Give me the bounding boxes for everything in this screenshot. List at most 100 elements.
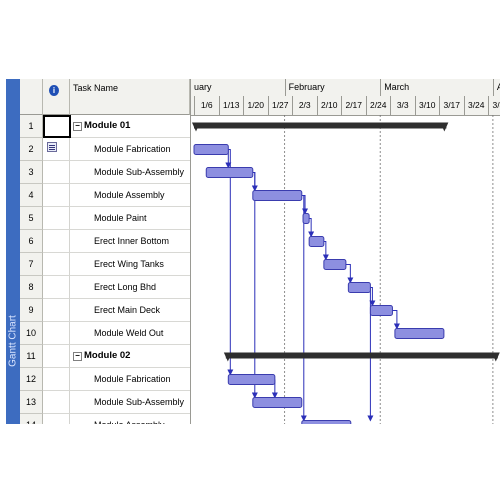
row-id[interactable]: 13	[20, 391, 43, 414]
indicator-cell[interactable]	[43, 161, 70, 184]
task-name[interactable]: Module Fabrication	[70, 138, 190, 161]
indicator-cell[interactable]	[43, 184, 70, 207]
indicator-cell[interactable]	[43, 391, 70, 414]
indicator-cell[interactable]	[43, 322, 70, 345]
summary-bar[interactable]	[194, 122, 447, 129]
indicator-cell[interactable]	[43, 414, 70, 424]
collapse-icon[interactable]: −	[73, 122, 82, 131]
summary-bar-start-cap[interactable]	[223, 352, 232, 362]
dependency-link	[369, 287, 376, 307]
task-name[interactable]: Module Assembly	[70, 414, 190, 424]
table-row[interactable]: 11 − Module 02	[20, 345, 190, 368]
table-row[interactable]: 3 Module Sub-Assembly	[20, 161, 190, 184]
task-bar[interactable]	[369, 305, 393, 316]
collapse-icon[interactable]: −	[73, 352, 82, 361]
gantt-chart-area[interactable]	[191, 79, 500, 424]
table-row[interactable]: 2 Module Fabrication	[20, 138, 190, 161]
dependency-link	[300, 195, 307, 422]
task-name[interactable]: Module Fabrication	[70, 368, 190, 391]
row-id[interactable]: 9	[20, 299, 43, 322]
indicator-cell[interactable]	[43, 276, 70, 299]
row-id[interactable]: 10	[20, 322, 43, 345]
task-name-text: Module 01	[84, 120, 131, 131]
task-bar[interactable]	[193, 144, 229, 155]
indicator-cell[interactable]	[43, 230, 70, 253]
selected-cell[interactable]	[43, 115, 71, 138]
indicator-cell[interactable]	[43, 299, 70, 322]
task-name-column-header[interactable]: Task Name	[70, 79, 190, 115]
summary-bar-end-cap[interactable]	[491, 352, 500, 362]
dependency-link	[227, 149, 234, 376]
task-name[interactable]: Module Paint	[70, 207, 190, 230]
task-sheet: i Task Name 1− Module 01 2 Module Fabricati…	[20, 79, 190, 424]
task-bar[interactable]	[323, 259, 347, 270]
select-all-corner[interactable]	[20, 79, 43, 115]
table-row[interactable]: 4 Module Assembly	[20, 184, 190, 207]
dependency-link	[392, 310, 400, 330]
task-name[interactable]: Module Sub-Assembly	[70, 391, 190, 414]
indicator-cell[interactable]	[43, 207, 70, 230]
dependency-link	[308, 218, 315, 238]
table-row[interactable]: 1 − Module 01	[20, 115, 190, 138]
task-bar[interactable]	[347, 282, 371, 293]
task-note-icon[interactable]	[47, 142, 57, 152]
indicator-cell[interactable]	[43, 345, 70, 368]
task-name-text: Erect Main Deck	[94, 305, 161, 315]
row-id[interactable]: 14	[20, 414, 43, 424]
row-id[interactable]: 2	[20, 138, 43, 161]
row-id[interactable]: 7	[20, 253, 43, 276]
timescale-week: 3/31	[488, 96, 500, 115]
row-id[interactable]: 6	[20, 230, 43, 253]
indicators-column-header[interactable]: i	[43, 79, 70, 115]
indicator-cell[interactable]	[43, 253, 70, 276]
task-bar[interactable]	[252, 190, 303, 201]
task-name[interactable]: Module Weld Out	[70, 322, 190, 345]
indicator-cell[interactable]	[43, 138, 70, 161]
task-name[interactable]: Erect Main Deck	[70, 299, 190, 322]
task-bar[interactable]	[227, 374, 276, 385]
task-name-text: Module 02	[84, 350, 131, 361]
task-name-text: Module Assembly	[94, 190, 165, 200]
table-row[interactable]: 14 Module Assembly	[20, 414, 190, 424]
task-bar[interactable]	[205, 167, 254, 178]
table-row[interactable]: 8 Erect Long Bhd	[20, 276, 190, 299]
timescale-week: 2/3	[292, 96, 317, 115]
task-name-text: Erect Inner Bottom	[94, 236, 170, 246]
task-name[interactable]: Erect Long Bhd	[70, 276, 190, 299]
summary-task-name[interactable]: − Module 01	[70, 115, 190, 138]
row-id[interactable]: 12	[20, 368, 43, 391]
row-id[interactable]: 4	[20, 184, 43, 207]
table-row[interactable]: 12 Module Fabrication	[20, 368, 190, 391]
summary-bar-start-cap[interactable]	[192, 122, 200, 132]
task-name[interactable]: Module Sub-Assembly	[70, 161, 190, 184]
table-row[interactable]: 7 Erect Wing Tanks	[20, 253, 190, 276]
table-row[interactable]: 13 Module Sub-Assembly	[20, 391, 190, 414]
summary-bar[interactable]	[225, 352, 498, 359]
gantt-chart[interactable]: uaryFebruaryMarchAp 1/61/131/201/272/32/…	[190, 79, 500, 424]
task-bar[interactable]	[301, 420, 352, 425]
task-bar[interactable]	[394, 328, 445, 339]
view-bar[interactable]: Gantt Chart	[6, 79, 20, 424]
timescale-month: uary	[194, 82, 212, 92]
row-id[interactable]: 11	[20, 345, 43, 368]
row-id[interactable]: 8	[20, 276, 43, 299]
task-name[interactable]: Erect Inner Bottom	[70, 230, 190, 253]
indicator-cell[interactable]	[43, 368, 70, 391]
table-row[interactable]: 5 Module Paint	[20, 207, 190, 230]
row-id[interactable]: 1	[20, 115, 43, 138]
task-bar[interactable]	[302, 213, 310, 224]
task-name[interactable]: Module Assembly	[70, 184, 190, 207]
task-bar[interactable]	[252, 397, 303, 408]
row-id[interactable]: 5	[20, 207, 43, 230]
row-id[interactable]: 3	[20, 161, 43, 184]
task-name[interactable]: Erect Wing Tanks	[70, 253, 190, 276]
view-bar-label: Gantt Chart	[7, 315, 19, 367]
table-row[interactable]: 6 Erect Inner Bottom	[20, 230, 190, 253]
table-row[interactable]: 10 Module Weld Out	[20, 322, 190, 345]
task-name-text: Module Paint	[94, 213, 147, 223]
task-bar[interactable]	[308, 236, 325, 247]
task-name-text: Erect Long Bhd	[94, 282, 157, 292]
summary-bar-end-cap[interactable]	[440, 122, 449, 132]
table-row[interactable]: 9 Erect Main Deck	[20, 299, 190, 322]
summary-task-name[interactable]: − Module 02	[70, 345, 190, 368]
